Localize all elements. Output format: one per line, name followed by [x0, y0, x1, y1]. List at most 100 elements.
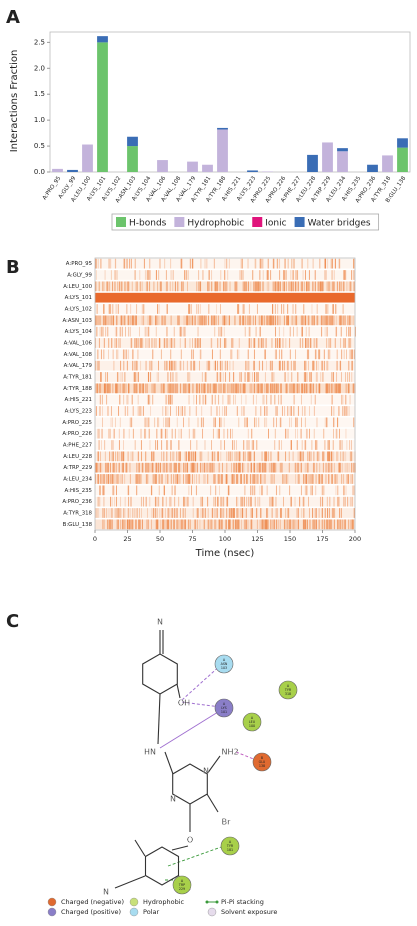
- contact-stripe: [172, 383, 174, 394]
- contact-stripe: [130, 519, 131, 530]
- contact-stripe: [345, 428, 347, 439]
- contact-stripe: [292, 451, 294, 462]
- contact-stripe: [207, 383, 209, 394]
- contact-stripe: [184, 496, 186, 507]
- contact-stripe: [204, 372, 206, 382]
- contact-stripe: [251, 315, 253, 326]
- contact-stripe: [171, 485, 173, 496]
- contact-stripe: [291, 270, 293, 280]
- bond: [164, 751, 174, 775]
- contact-stripe: [309, 372, 311, 382]
- contact-stripe: [349, 326, 351, 337]
- contact-stripe: [307, 462, 309, 473]
- contact-stripe: [208, 270, 210, 280]
- legend-swatch: [294, 217, 305, 227]
- contact-stripe: [337, 485, 339, 496]
- contact-stripe: [191, 462, 192, 473]
- contact-stripe: [273, 474, 275, 484]
- contact-stripe: [132, 360, 134, 371]
- contact-stripe: [350, 451, 352, 462]
- contact-stripe: [99, 462, 101, 473]
- contact-stripe: [202, 394, 204, 405]
- contact-stripe: [287, 406, 289, 416]
- contact-stripe: [195, 338, 197, 348]
- contact-stripe: [220, 508, 222, 518]
- contact-stripe: [122, 383, 124, 394]
- contact-stripe: [138, 474, 140, 484]
- contact-stripe: [286, 281, 287, 292]
- contact-stripe: [104, 270, 106, 280]
- contact-stripe: [121, 326, 123, 337]
- contact-stripe: [295, 519, 297, 530]
- contact-stripe: [147, 383, 148, 394]
- contact-stripe: [145, 474, 147, 484]
- contact-stripe: [300, 451, 302, 462]
- contact-stripe: [139, 406, 141, 416]
- bar-segment: [67, 169, 78, 172]
- contact-stripe: [226, 315, 228, 326]
- contact-stripe: [261, 315, 262, 326]
- contact-stripe: [311, 304, 313, 314]
- contact-stripe: [121, 281, 123, 292]
- contact-stripe: [317, 315, 319, 326]
- contact-stripe: [98, 338, 100, 348]
- contact-stripe: [149, 270, 151, 280]
- contact-stripe: [306, 474, 308, 484]
- contact-stripe: [348, 281, 350, 292]
- contact-stripe: [123, 372, 125, 382]
- contact-stripe: [199, 394, 201, 405]
- contact-stripe: [333, 462, 335, 473]
- contact-stripe: [268, 383, 270, 394]
- contact-stripe: [136, 462, 138, 473]
- contact-stripe: [240, 462, 242, 473]
- contact-stripe: [318, 281, 320, 292]
- contact-stripe: [224, 406, 226, 416]
- contact-stripe: [211, 519, 213, 530]
- contact-stripe: [300, 281, 302, 292]
- residue-node: [242, 712, 262, 732]
- contact-stripe: [167, 406, 169, 416]
- contact-stripe: [141, 508, 142, 518]
- contact-stripe: [240, 474, 242, 484]
- contact-stripe: [327, 462, 329, 473]
- contact-stripe: [299, 451, 301, 462]
- contact-stripe: [348, 462, 350, 473]
- contact-stripe: [238, 383, 240, 394]
- contact-stripe: [137, 451, 139, 462]
- contact-stripe: [167, 394, 169, 405]
- residue-label: A: [223, 702, 226, 706]
- contact-stripe: [325, 304, 327, 314]
- contact-stripe: [96, 326, 98, 337]
- contact-stripe: [234, 394, 236, 405]
- contact-stripe: [117, 474, 119, 484]
- contact-stripe: [274, 281, 276, 292]
- contact-stripe: [249, 383, 251, 394]
- contact-stripe: [214, 326, 216, 337]
- contact-stripe: [187, 519, 189, 530]
- contact-stripe: [240, 315, 241, 326]
- row-label: A:HIS_235: [65, 488, 92, 494]
- contact-stripe: [175, 462, 176, 473]
- contact-stripe: [342, 304, 344, 314]
- contact-stripe: [146, 496, 147, 507]
- contact-stripe: [312, 360, 314, 371]
- bond: [134, 839, 146, 857]
- contact-stripe: [327, 349, 329, 360]
- contact-stripe: [222, 383, 224, 394]
- contact-stripe: [220, 304, 221, 314]
- contact-stripe: [284, 474, 286, 484]
- contact-stripe: [236, 440, 237, 450]
- contact-stripe: [304, 485, 306, 496]
- contact-stripe: [335, 258, 336, 269]
- contact-stripe: [204, 383, 206, 394]
- contact-stripe: [298, 474, 300, 484]
- contact-stripe: [286, 474, 288, 484]
- contact-stripe: [110, 474, 112, 484]
- contact-stripe: [274, 304, 276, 314]
- contact-stripe: [137, 338, 139, 348]
- contact-stripe: [129, 474, 131, 484]
- contact-stripe: [322, 451, 324, 462]
- contact-stripe: [312, 281, 314, 292]
- contact-stripe: [270, 315, 272, 326]
- contact-stripe: [237, 383, 239, 394]
